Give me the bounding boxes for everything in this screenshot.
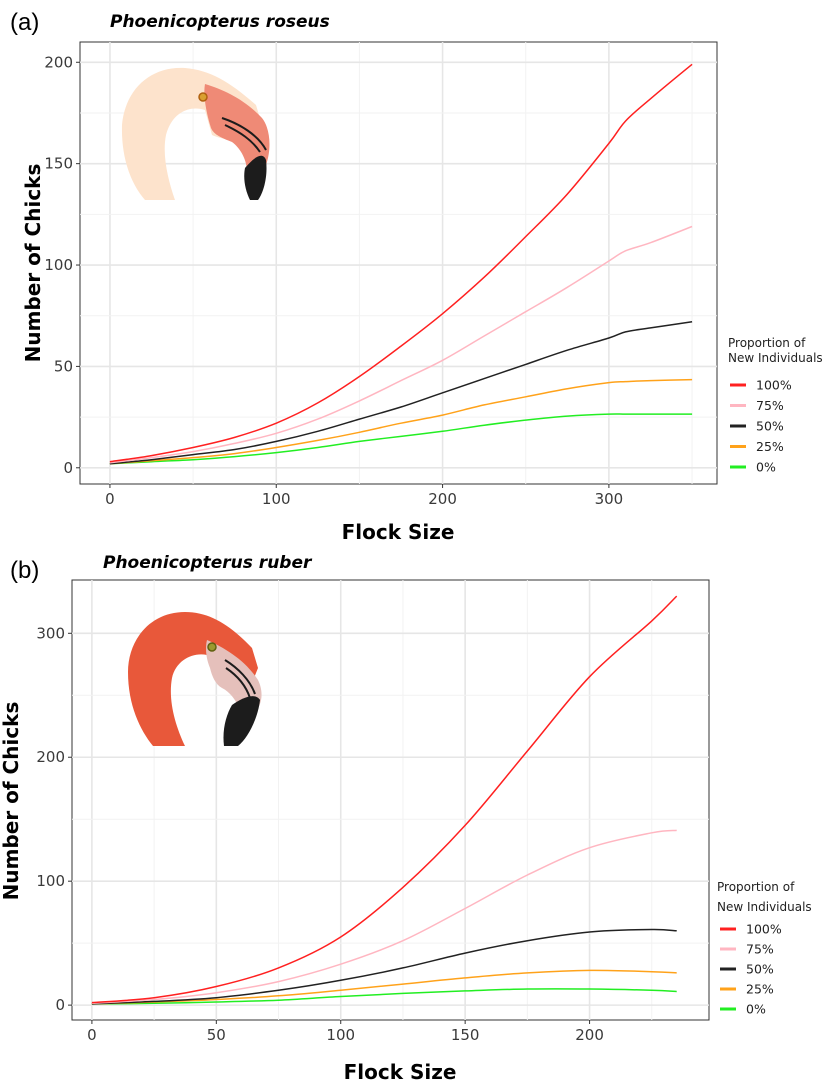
- panel-a-legend-label-0pct: 0%: [756, 460, 776, 475]
- panel-b-series-line-25pct: [91, 969, 677, 1005]
- panel-b-title: Phoenicopterus ruber: [103, 553, 313, 573]
- panel-b-x-tick-label: 100: [326, 1026, 355, 1044]
- panel-b-ticks: 0 50 100 150 200 0 100 200 300: [36, 624, 604, 1044]
- panel-a-legend-label-25pct: 25%: [756, 439, 784, 454]
- panel-a-grid: [80, 42, 717, 484]
- panel-a-y-tick-label: 150: [44, 155, 73, 173]
- panel-a-legend-label-100pct: 100%: [756, 378, 792, 393]
- panel-a-y-tick-label: 0: [63, 459, 73, 477]
- panel-b-series: [91, 595, 678, 1005]
- panel-a-x-tick-label: 0: [105, 490, 115, 508]
- panel-b: (b) Phoenicopterus ruber 0 50 100 150 200 0 10…: [0, 553, 812, 1084]
- panel-b-x-tick-label: 200: [575, 1026, 604, 1044]
- panel-a-legend-label-50pct: 50%: [756, 419, 784, 434]
- panel-a-series-line-100pct: [109, 63, 693, 463]
- panel-b-legend-title-line1: Proportion of: [717, 880, 795, 894]
- flamingo-roseus-illustration: [121, 67, 270, 200]
- panel-a-y-tick-label: 100: [44, 256, 73, 274]
- panel-b-y-tick-label: 100: [36, 872, 65, 890]
- panel-b-label: (b): [10, 557, 39, 584]
- panel-a-y-tick-label: 50: [54, 357, 73, 375]
- panel-a-legend-title-line2: New Individuals: [728, 351, 823, 365]
- panel-b-y-tick-label: 200: [36, 748, 65, 766]
- panel-a-y-tick-label: 200: [44, 53, 73, 71]
- panel-b-legend-label-50pct: 50%: [746, 962, 774, 977]
- panel-a-series-line-25pct: [109, 378, 693, 465]
- panel-b-series-line-100pct: [91, 595, 678, 1004]
- panel-a-x-tick-label: 100: [262, 490, 291, 508]
- panel-b-x-tick-label: 50: [207, 1026, 226, 1044]
- panel-a-series-line-50pct: [109, 321, 693, 465]
- panel-a-x-tick-label: 200: [428, 490, 457, 508]
- panel-b-legend-label-100pct: 100%: [746, 922, 782, 937]
- panel-a-label: (a): [10, 9, 39, 36]
- panel-b-legend-label-75pct: 75%: [746, 942, 774, 957]
- panel-b-series-line-75pct: [91, 829, 677, 1005]
- panel-a: (a) Phoenicopterus roseus 0 100 200 300 0 50 1…: [10, 9, 823, 544]
- panel-a-series-line-0pct: [109, 413, 693, 465]
- panel-a-legend-label-75pct: 75%: [756, 398, 784, 413]
- panel-b-legend-label-25pct: 25%: [746, 982, 774, 997]
- panel-b-legend-label-0pct: 0%: [746, 1002, 766, 1017]
- panel-a-legend: Proportion of New Individuals 100% 75% 50%…: [728, 336, 823, 475]
- panel-b-x-axis-title: Flock Size: [344, 1060, 457, 1084]
- panel-b-x-tick-label: 150: [451, 1026, 480, 1044]
- flamingo-ruber-illustration: [128, 612, 262, 746]
- panel-a-y-axis-title: Number of Chicks: [21, 164, 45, 363]
- panel-a-legend-title-line1: Proportion of: [728, 336, 806, 350]
- panel-a-title: Phoenicopterus roseus: [110, 12, 330, 32]
- panel-a-series: [109, 63, 693, 465]
- panel-b-y-axis-title: Number of Chicks: [0, 702, 23, 901]
- panel-a-plot-area: [79, 41, 718, 485]
- panel-b-y-tick-label: 0: [55, 996, 65, 1014]
- panel-a-ticks: 0 100 200 300 0 50 100 150 200: [44, 53, 623, 508]
- panel-a-series-line-75pct: [109, 225, 693, 464]
- panel-b-series-line-0pct: [91, 988, 677, 1005]
- panel-b-x-tick-label: 0: [87, 1026, 97, 1044]
- panel-a-x-axis-title: Flock Size: [342, 520, 455, 544]
- panel-a-x-tick-label: 300: [595, 490, 624, 508]
- panel-b-series-line-50pct: [91, 928, 677, 1005]
- panel-b-legend: Proportion of New Individuals 100% 75% 50%…: [717, 880, 812, 1017]
- panel-b-legend-title-line2: New Individuals: [717, 900, 812, 914]
- panel-b-y-tick-label: 300: [36, 624, 65, 642]
